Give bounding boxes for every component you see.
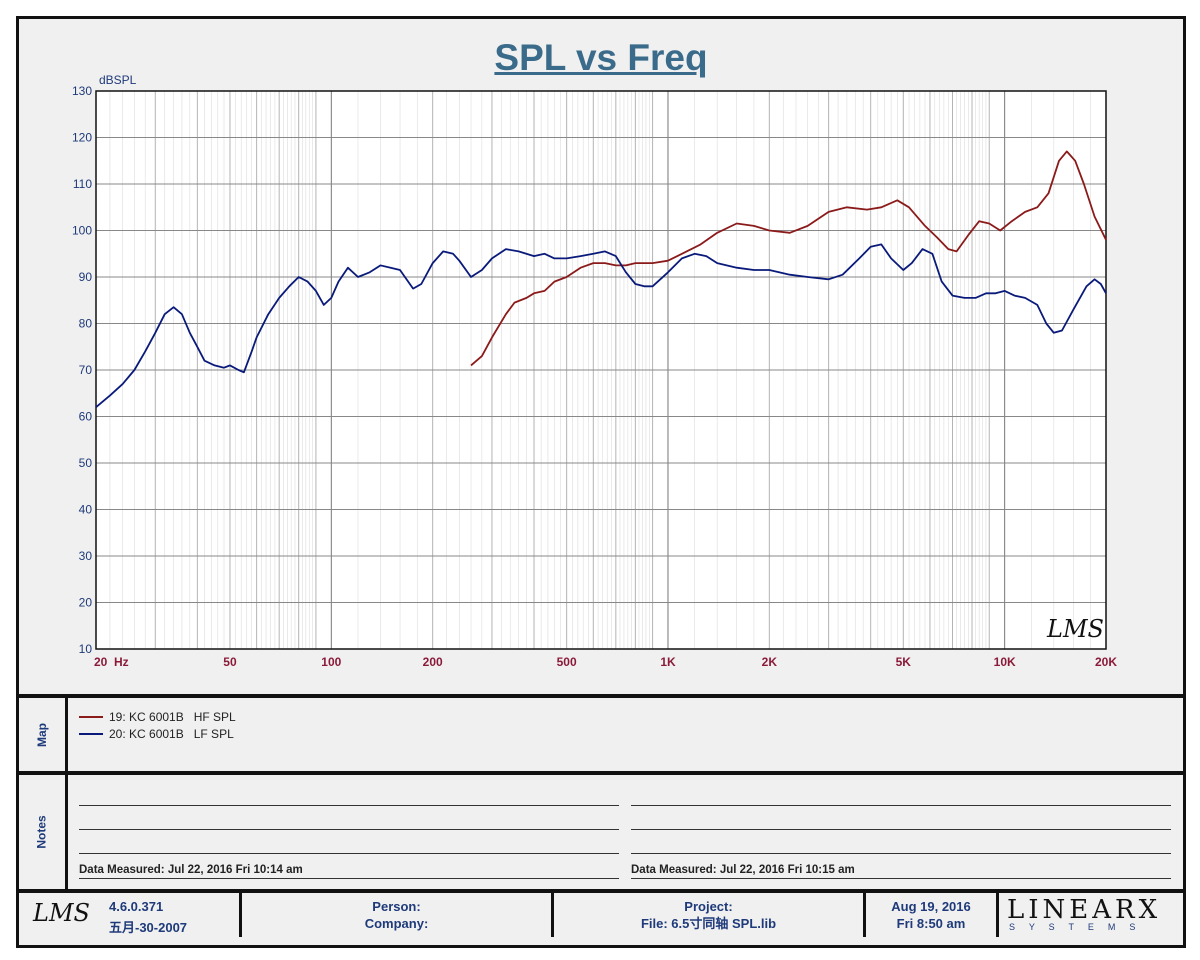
legend-label-hf: 19: KC 6001B HF SPL xyxy=(109,710,236,724)
note-line xyxy=(631,853,1171,854)
note-line xyxy=(631,829,1171,830)
brand-name: LINEARX xyxy=(1007,895,1162,925)
y-tick-label: 20 xyxy=(79,596,93,610)
y-tick-label: 60 xyxy=(79,410,93,424)
tick-labels: 10 20 30 40 50 60 70 80 90 100 110 120 130 20 Hz 50 100… xyxy=(72,84,1117,669)
file-label: File: 6.5寸同轴 SPL.lib xyxy=(640,916,777,931)
y-axis-label: dBSPL xyxy=(99,73,137,87)
legend-swatch-hf xyxy=(79,716,103,718)
y-tick-label: 120 xyxy=(72,131,92,145)
plot-window: SPL vs Freq dBSPL 10 20 30 40 50 60 70 80 90 100 1… xyxy=(16,16,1186,948)
legend-item-hf: 19: KC 6001B HF SPL xyxy=(79,710,236,724)
divider xyxy=(19,889,1183,893)
divider xyxy=(19,771,1183,775)
footer-project-cell: Project: File: 6.5寸同轴 SPL.lib xyxy=(554,893,866,937)
x-tick-label: 50 xyxy=(223,655,237,669)
x-tick-label: 500 xyxy=(557,655,577,669)
divider xyxy=(19,694,1183,698)
grid xyxy=(95,90,1107,650)
x-tick-label: 20 Hz xyxy=(94,655,129,669)
person-label: Person: xyxy=(372,899,421,914)
y-tick-label: 80 xyxy=(79,317,93,331)
note-line xyxy=(79,805,619,806)
map-tab-label: Map xyxy=(35,722,49,747)
footer-version-cell: LMS 4.6.0.371 五月-30-2007 xyxy=(19,893,242,937)
y-tick-label: 130 xyxy=(72,84,92,98)
series-group xyxy=(95,150,1107,408)
y-tick-label: 50 xyxy=(79,456,93,470)
footer: LMS 4.6.0.371 五月-30-2007 Person: Company… xyxy=(19,893,1183,939)
y-tick-label: 70 xyxy=(79,363,93,377)
version-text: 4.6.0.371 xyxy=(109,899,164,914)
footer-date: Aug 19, 2016 xyxy=(891,899,971,914)
note-line xyxy=(79,829,619,830)
y-tick-label: 40 xyxy=(79,503,93,517)
x-tick-label: 20K xyxy=(1095,655,1117,669)
lms-watermark: LMS xyxy=(1046,615,1104,643)
linearx-logo: LINEARX S Y S T E M S xyxy=(999,893,1183,937)
lms-logo: LMS xyxy=(33,899,90,927)
y-tick-label: 110 xyxy=(73,177,92,191)
footer-time: Fri 8:50 am xyxy=(896,916,966,931)
legend-label-lf: 20: KC 6001B LF SPL xyxy=(109,727,234,741)
x-tick-label: 100 xyxy=(321,655,341,669)
legend-swatch-lf xyxy=(79,733,103,735)
project-label: Project: xyxy=(684,899,733,914)
legend-item-lf: 20: KC 6001B LF SPL xyxy=(79,727,234,741)
y-tick-label: 100 xyxy=(72,224,92,238)
chart-plot: 10 20 30 40 50 60 70 80 90 100 110 120 130 20 Hz 50 100… xyxy=(72,84,1117,669)
series-line-lf xyxy=(95,243,1107,408)
notes-tab[interactable]: Notes xyxy=(19,775,68,889)
map-panel: Map 19: KC 6001B HF SPL 20: KC 6001B LF … xyxy=(19,698,1183,771)
x-tick-label: 2K xyxy=(762,655,778,669)
x-tick-label: 200 xyxy=(423,655,443,669)
company-label: Company: xyxy=(364,916,429,931)
series-line-hf xyxy=(470,150,1107,367)
plot-border xyxy=(95,90,1107,650)
x-tick-label: 10K xyxy=(994,655,1016,669)
notes-tab-label: Notes xyxy=(35,815,49,849)
footer-date-cell: Aug 19, 2016 Fri 8:50 am xyxy=(866,893,999,937)
note-line xyxy=(79,853,619,854)
chart-title: SPL vs Freq xyxy=(494,37,708,78)
y-tick-label: 10 xyxy=(79,642,93,656)
right-data-measured: Data Measured: Jul 22, 2016 Fri 10:15 am xyxy=(631,864,855,876)
notes-panel: Notes Data Measured: Jul 22, 2016 Fri 10… xyxy=(19,775,1183,889)
y-tick-label: 90 xyxy=(79,270,93,284)
x-tick-label: 5K xyxy=(896,655,912,669)
note-line xyxy=(79,878,619,879)
y-tick-label: 30 xyxy=(79,549,93,563)
footer-person-cell: Person: Company: xyxy=(242,893,554,937)
left-data-measured: Data Measured: Jul 22, 2016 Fri 10:14 am xyxy=(79,864,303,876)
note-line xyxy=(631,878,1171,879)
note-line xyxy=(631,805,1171,806)
x-tick-label: 1K xyxy=(660,655,676,669)
map-tab[interactable]: Map xyxy=(19,698,68,771)
build-date: 五月-30-2007 xyxy=(109,920,188,935)
brand-subtitle: S Y S T E M S xyxy=(1009,922,1139,932)
